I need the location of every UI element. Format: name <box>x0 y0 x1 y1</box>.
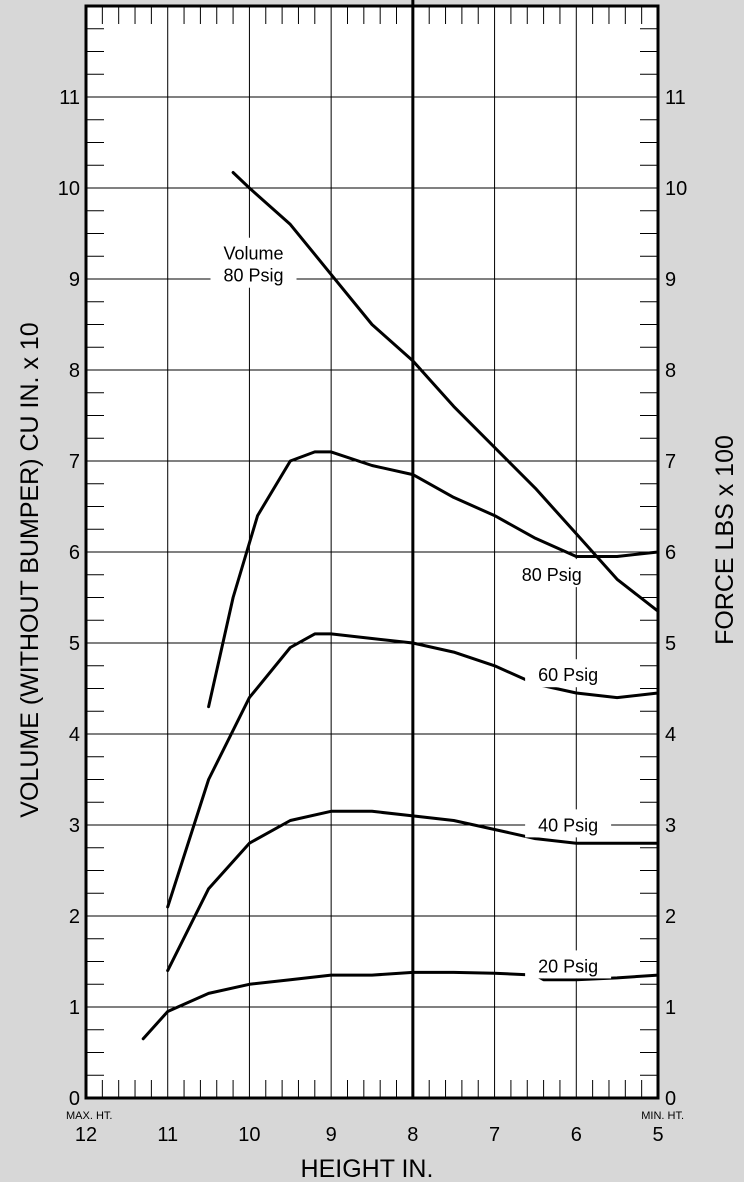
y-tick-label-left: 2 <box>69 906 80 928</box>
y-tick-label-right: 8 <box>665 360 676 382</box>
max-height-note: MAX. HT. <box>66 1110 112 1122</box>
series-label-bg <box>525 809 612 838</box>
y-tick-label-right: 5 <box>665 633 676 655</box>
x-tick-label: 5 <box>652 1124 663 1146</box>
x-tick-label: 10 <box>238 1124 260 1146</box>
series-label-bg <box>525 659 612 688</box>
y-tick-label-right: 9 <box>665 269 676 291</box>
series-label: 20 Psig <box>538 956 598 976</box>
x-tick-label: 11 <box>157 1124 178 1146</box>
x-tick-label: 9 <box>326 1124 337 1146</box>
series-label: 80 Psig <box>522 565 582 585</box>
y-tick-label-right: 2 <box>665 906 676 928</box>
y-tick-label-left: 3 <box>69 815 80 837</box>
min-height-note: MIN. HT. <box>641 1110 684 1122</box>
y-tick-label-left: 11 <box>59 87 80 109</box>
series-curve <box>166 809 660 973</box>
series-label-bg <box>525 950 612 979</box>
y-tick-label-left: 10 <box>58 178 80 200</box>
y-tick-label-right: 7 <box>665 451 676 473</box>
y-tick-label-left: 1 <box>69 997 80 1019</box>
x-tick-label: 6 <box>571 1124 582 1146</box>
y-axis-title-left: VOLUME (WITHOUT BUMPER) CU IN. x 10 <box>16 322 44 817</box>
series-curve <box>231 171 660 613</box>
plot-border <box>84 4 660 1100</box>
series-label: 40 Psig <box>538 815 598 835</box>
y-tick-label-left: 5 <box>69 633 80 655</box>
series-label: Volume <box>223 244 283 264</box>
x-tick-label: 8 <box>407 1124 418 1146</box>
series-label: 60 Psig <box>538 665 598 685</box>
y-tick-label-left: 8 <box>69 360 80 382</box>
series-label: 80 Psig <box>223 266 283 286</box>
y-tick-label-right: 6 <box>665 542 676 564</box>
series-curve <box>166 632 660 909</box>
x-axis-title: HEIGHT IN. <box>301 1155 434 1182</box>
y-tick-label-left: 9 <box>69 269 80 291</box>
y-axis-title-right: FORCE LBS x 100 <box>711 435 739 645</box>
y-tick-label-right: 3 <box>665 815 676 837</box>
series-curve <box>141 970 660 1041</box>
x-tick-label: 7 <box>489 1124 500 1146</box>
y-tick-label-right: 0 <box>665 1088 676 1110</box>
y-tick-label-right: 4 <box>665 724 676 746</box>
series-label-bg <box>508 559 595 588</box>
series-curve <box>207 450 660 709</box>
y-tick-label-left: 7 <box>69 451 80 473</box>
y-tick-label-right: 10 <box>665 178 687 200</box>
y-tick-label-left: 6 <box>69 542 80 564</box>
x-tick-label: 12 <box>75 1124 97 1146</box>
y-tick-label-left: 0 <box>69 1088 80 1110</box>
ticks <box>86 6 658 1098</box>
y-tick-label-right: 1 <box>665 997 676 1019</box>
series-label-bg <box>210 237 297 288</box>
curves <box>141 171 660 1041</box>
y-tick-label-right: 11 <box>665 87 686 109</box>
y-tick-label-left: 4 <box>69 724 80 746</box>
